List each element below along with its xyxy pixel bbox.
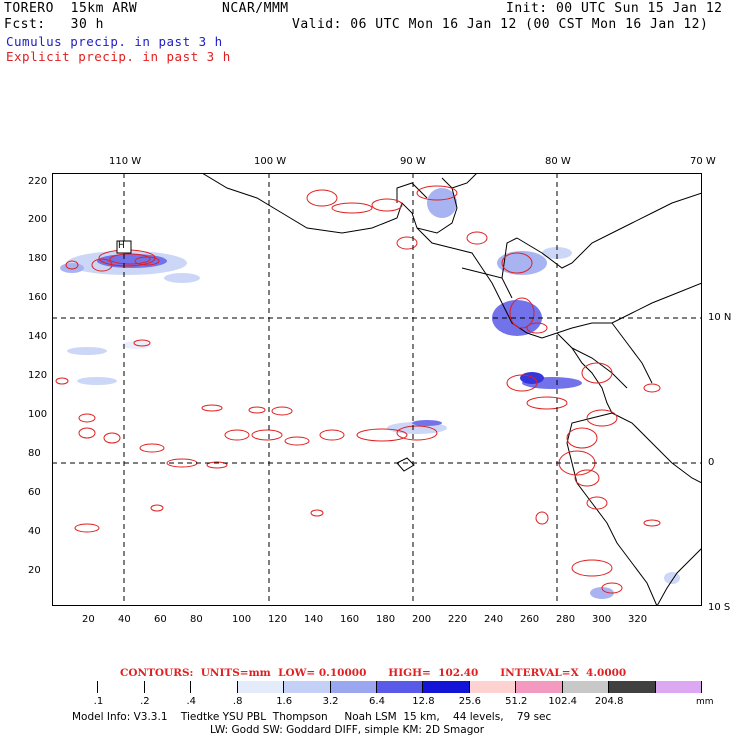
- colorbar-cell: [562, 681, 610, 693]
- cumulus-precip-label: Cumulus precip. in past 3 h: [6, 34, 223, 49]
- lon-label-70w: 70 W: [690, 156, 716, 167]
- explicit-precip-label: Explicit precip. in past 3 h: [6, 49, 231, 64]
- colorbar-unit: mm: [696, 697, 714, 707]
- coastline: [201, 173, 702, 606]
- x-tick-label: 120: [268, 614, 288, 625]
- lat-lon-grid: [52, 173, 702, 606]
- y-tick-label: 80: [28, 448, 41, 459]
- colorbar-label: 102.4: [548, 696, 578, 707]
- x-tick-label: 260: [520, 614, 540, 625]
- lon-label-100w: 100 W: [254, 156, 287, 167]
- colorbar-label: 12.8: [412, 696, 435, 707]
- y-tick-label: 120: [28, 370, 48, 381]
- x-tick-label: 200: [412, 614, 432, 625]
- x-tick-label: 320: [628, 614, 648, 625]
- colorbar-label: 25.6: [458, 696, 481, 707]
- x-tick-label: 40: [118, 614, 131, 625]
- colorbar-label: 51.2: [505, 696, 528, 707]
- colorbar-label: .8: [232, 696, 243, 707]
- colorbar-label: .4: [186, 696, 197, 707]
- colorbar-cell: [469, 681, 517, 693]
- valid-time: Valid: 06 UTC Mon 16 Jan 12 (00 CST Mon …: [292, 17, 709, 32]
- x-tick-label: 20: [82, 614, 95, 625]
- explicit-precip-contours: [55, 185, 661, 594]
- model-physics: LW: Godd SW: Goddard DIFF, simple KM: 2D…: [210, 724, 485, 736]
- init-time: Init: 00 UTC Sun 15 Jan 12: [506, 1, 723, 16]
- colorbar-cell: [52, 681, 99, 693]
- colorbar-cell: [284, 681, 331, 693]
- colorbar-cell: [330, 681, 377, 693]
- lon-label-80w: 80 W: [545, 156, 571, 167]
- colorbar-label: 6.4: [369, 696, 385, 707]
- colorbar-cell: [423, 681, 470, 693]
- organization-label: NCAR/MMM: [222, 1, 289, 16]
- colorbar-cell: [609, 681, 656, 693]
- colorbar-cell: [377, 681, 424, 693]
- x-tick-label: 140: [304, 614, 324, 625]
- y-tick-label: 200: [28, 214, 48, 225]
- colorbar-cell: [237, 681, 285, 693]
- cumulus-precip-shading: [60, 188, 680, 599]
- x-tick-label: 240: [484, 614, 504, 625]
- x-tick-label: 100: [232, 614, 252, 625]
- x-tick-label: 300: [592, 614, 612, 625]
- y-tick-label: 140: [28, 331, 48, 342]
- model-title: TORERO 15km ARW: [4, 1, 138, 16]
- y-tick-label: 40: [28, 526, 41, 537]
- lat-label-10n: 10 N: [708, 312, 732, 323]
- precip-map: [52, 173, 702, 606]
- contour-info: CONTOURS: UNITS=mm LOW= 0.10000 HIGH= 10…: [120, 667, 627, 679]
- x-tick-label: 280: [556, 614, 576, 625]
- colorbar-cell: [516, 681, 563, 693]
- colorbar-cell: [144, 681, 192, 693]
- lat-label-0: 0: [708, 457, 715, 468]
- lat-label-10s: 10 S: [708, 602, 731, 613]
- colorbar-label: 204.8: [594, 696, 624, 707]
- colorbar-label: 1.6: [276, 696, 293, 707]
- lon-label-90w: 90 W: [400, 156, 426, 167]
- lon-label-110w: 110 W: [109, 156, 142, 167]
- y-tick-label: 180: [28, 253, 48, 264]
- x-tick-label: 220: [448, 614, 468, 625]
- x-tick-label: 180: [376, 614, 396, 625]
- y-tick-label: 20: [28, 565, 41, 576]
- x-tick-label: 80: [190, 614, 203, 625]
- x-tick-label: 160: [340, 614, 360, 625]
- y-tick-label: 100: [28, 409, 48, 420]
- colorbar-label: .2: [140, 696, 150, 707]
- colorbar-cell: [98, 681, 145, 693]
- y-tick-label: 60: [28, 487, 41, 498]
- model-info: Model Info: V3.3.1 Tiedtke YSU PBL Thomp…: [72, 711, 552, 723]
- colorbar-cell: [191, 681, 238, 693]
- colorbar-label: 3.2: [322, 696, 339, 707]
- colorbar-label: .1: [93, 696, 104, 707]
- high-marker: [116, 240, 132, 254]
- forecast-hour: Fcst: 30 h: [4, 17, 104, 32]
- high-marker-label: H: [118, 241, 125, 251]
- x-tick-label: 60: [154, 614, 167, 625]
- y-tick-label: 160: [28, 292, 48, 303]
- y-tick-label: 220: [28, 176, 48, 187]
- colorbar-cell: [655, 681, 702, 693]
